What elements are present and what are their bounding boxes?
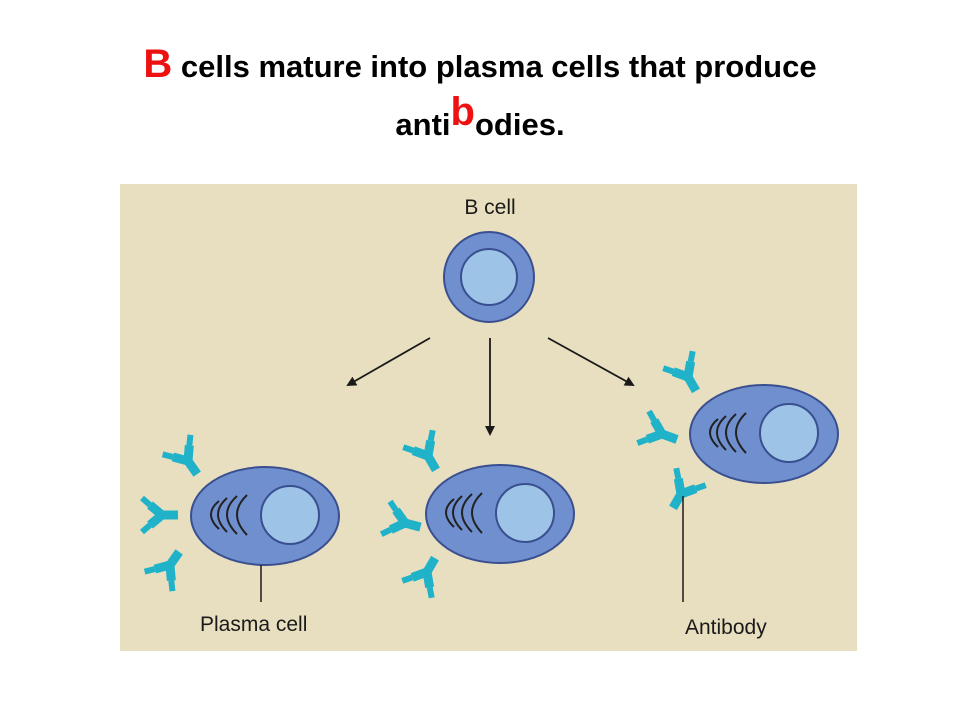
b-cell-label: B cell	[464, 196, 515, 219]
title-highlight-b-2: b	[450, 90, 475, 134]
title-text-1: cells mature into plasma cells that prod…	[172, 49, 817, 84]
b-cell-diagram: B cell Plasma cell Antibody	[120, 184, 857, 651]
antibody-label: Antibody	[685, 616, 767, 639]
plasma-cell-left	[190, 466, 340, 566]
b-cell	[443, 231, 535, 323]
plasma-cell-right	[689, 384, 839, 484]
title-text-2b: odies.	[474, 107, 565, 142]
plasma-cell-middle	[425, 464, 575, 564]
title-highlight-b: B	[143, 42, 173, 86]
slide-title-line-2: antibodies.	[0, 90, 960, 145]
arrow-left	[346, 337, 431, 386]
slide-title-line-1: B cells mature into plasma cells that pr…	[0, 42, 960, 87]
arrow-right	[547, 337, 635, 386]
plasma-cell-label: Plasma cell	[200, 613, 307, 636]
title-text-2a: anti	[395, 107, 451, 142]
